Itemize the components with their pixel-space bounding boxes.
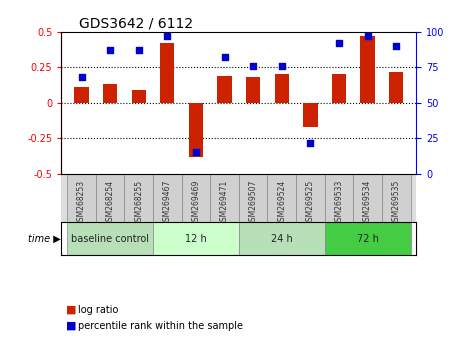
- FancyBboxPatch shape: [353, 174, 382, 222]
- FancyBboxPatch shape: [239, 174, 267, 222]
- Bar: [218, 76, 232, 103]
- Text: GSM269535: GSM269535: [392, 179, 401, 226]
- FancyBboxPatch shape: [239, 222, 324, 255]
- Text: GSM269467: GSM269467: [163, 179, 172, 226]
- FancyBboxPatch shape: [67, 174, 96, 222]
- Point: [307, 140, 314, 145]
- Bar: [189, 103, 203, 157]
- Point: [192, 150, 200, 155]
- Text: GSM269525: GSM269525: [306, 179, 315, 226]
- Bar: [389, 72, 403, 103]
- Text: 72 h: 72 h: [357, 234, 378, 244]
- Text: GSM269507: GSM269507: [249, 179, 258, 226]
- Text: log ratio: log ratio: [78, 305, 118, 315]
- FancyBboxPatch shape: [153, 174, 182, 222]
- Point: [393, 43, 400, 49]
- Text: GSM269534: GSM269534: [363, 179, 372, 226]
- Bar: [360, 36, 375, 103]
- Text: time ▶: time ▶: [28, 234, 61, 244]
- Text: GSM269471: GSM269471: [220, 179, 229, 226]
- Text: ■: ■: [66, 321, 77, 331]
- Bar: [332, 74, 346, 103]
- FancyBboxPatch shape: [124, 174, 153, 222]
- FancyBboxPatch shape: [96, 174, 124, 222]
- Point: [135, 47, 142, 53]
- Bar: [246, 77, 260, 103]
- Bar: [160, 43, 175, 103]
- Text: GSM269524: GSM269524: [277, 179, 286, 226]
- FancyBboxPatch shape: [267, 174, 296, 222]
- FancyBboxPatch shape: [67, 222, 153, 255]
- FancyBboxPatch shape: [324, 222, 411, 255]
- Text: GSM269469: GSM269469: [192, 179, 201, 226]
- Text: GSM268255: GSM268255: [134, 179, 143, 226]
- Text: GSM268254: GSM268254: [105, 179, 114, 226]
- FancyBboxPatch shape: [382, 174, 411, 222]
- Text: percentile rank within the sample: percentile rank within the sample: [78, 321, 243, 331]
- Text: GSM269533: GSM269533: [334, 179, 343, 226]
- FancyBboxPatch shape: [296, 174, 324, 222]
- FancyBboxPatch shape: [182, 174, 210, 222]
- Text: baseline control: baseline control: [71, 234, 149, 244]
- Text: GSM268253: GSM268253: [77, 179, 86, 226]
- Text: GDS3642 / 6112: GDS3642 / 6112: [79, 17, 193, 31]
- Bar: [275, 74, 289, 103]
- Bar: [74, 87, 88, 103]
- Point: [164, 33, 171, 39]
- Point: [278, 63, 286, 69]
- FancyBboxPatch shape: [153, 222, 239, 255]
- Text: 24 h: 24 h: [271, 234, 293, 244]
- Point: [364, 33, 371, 39]
- Point: [249, 63, 257, 69]
- Bar: [131, 90, 146, 103]
- Bar: [103, 84, 117, 103]
- Point: [221, 55, 228, 60]
- Point: [106, 47, 114, 53]
- FancyBboxPatch shape: [324, 174, 353, 222]
- FancyBboxPatch shape: [210, 174, 239, 222]
- Text: 12 h: 12 h: [185, 234, 207, 244]
- Point: [78, 74, 85, 80]
- Text: ■: ■: [66, 305, 77, 315]
- Bar: [303, 103, 317, 127]
- Point: [335, 40, 343, 46]
